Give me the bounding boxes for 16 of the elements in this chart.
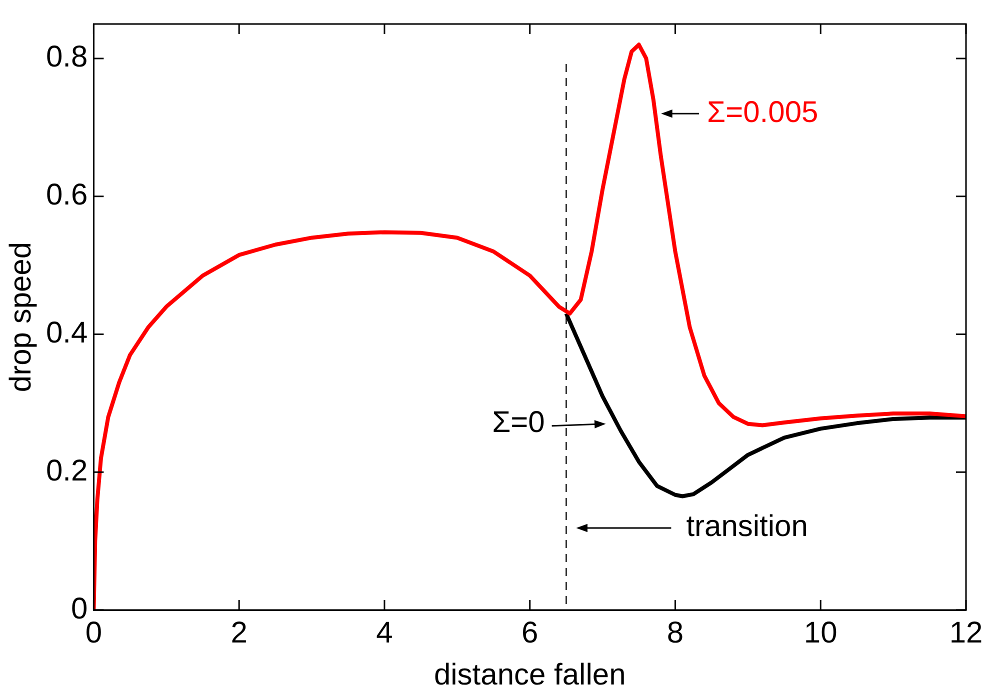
x-axis-title: distance fallen xyxy=(434,658,626,692)
x-tick-label: 6 xyxy=(522,616,538,650)
x-tick-label: 2 xyxy=(230,616,248,650)
y-axis-title: drop speed xyxy=(4,242,38,392)
x-tick-label: 10 xyxy=(804,616,838,650)
annotation: Σ=0 xyxy=(492,406,545,440)
y-tick-label: 0.4 xyxy=(46,316,88,350)
x-tick-label: 12 xyxy=(949,616,983,650)
y-tick-label: 0.6 xyxy=(46,178,88,212)
ref-line-label: transition xyxy=(686,510,808,544)
annotation: Σ=0.005 xyxy=(707,96,818,129)
y-tick-label: 0.2 xyxy=(46,454,88,488)
y-tick-label: 0.8 xyxy=(46,40,88,74)
x-tick-label: 4 xyxy=(376,616,393,650)
y-tick-label: 0 xyxy=(71,592,88,626)
x-tick-label: 8 xyxy=(666,616,684,650)
